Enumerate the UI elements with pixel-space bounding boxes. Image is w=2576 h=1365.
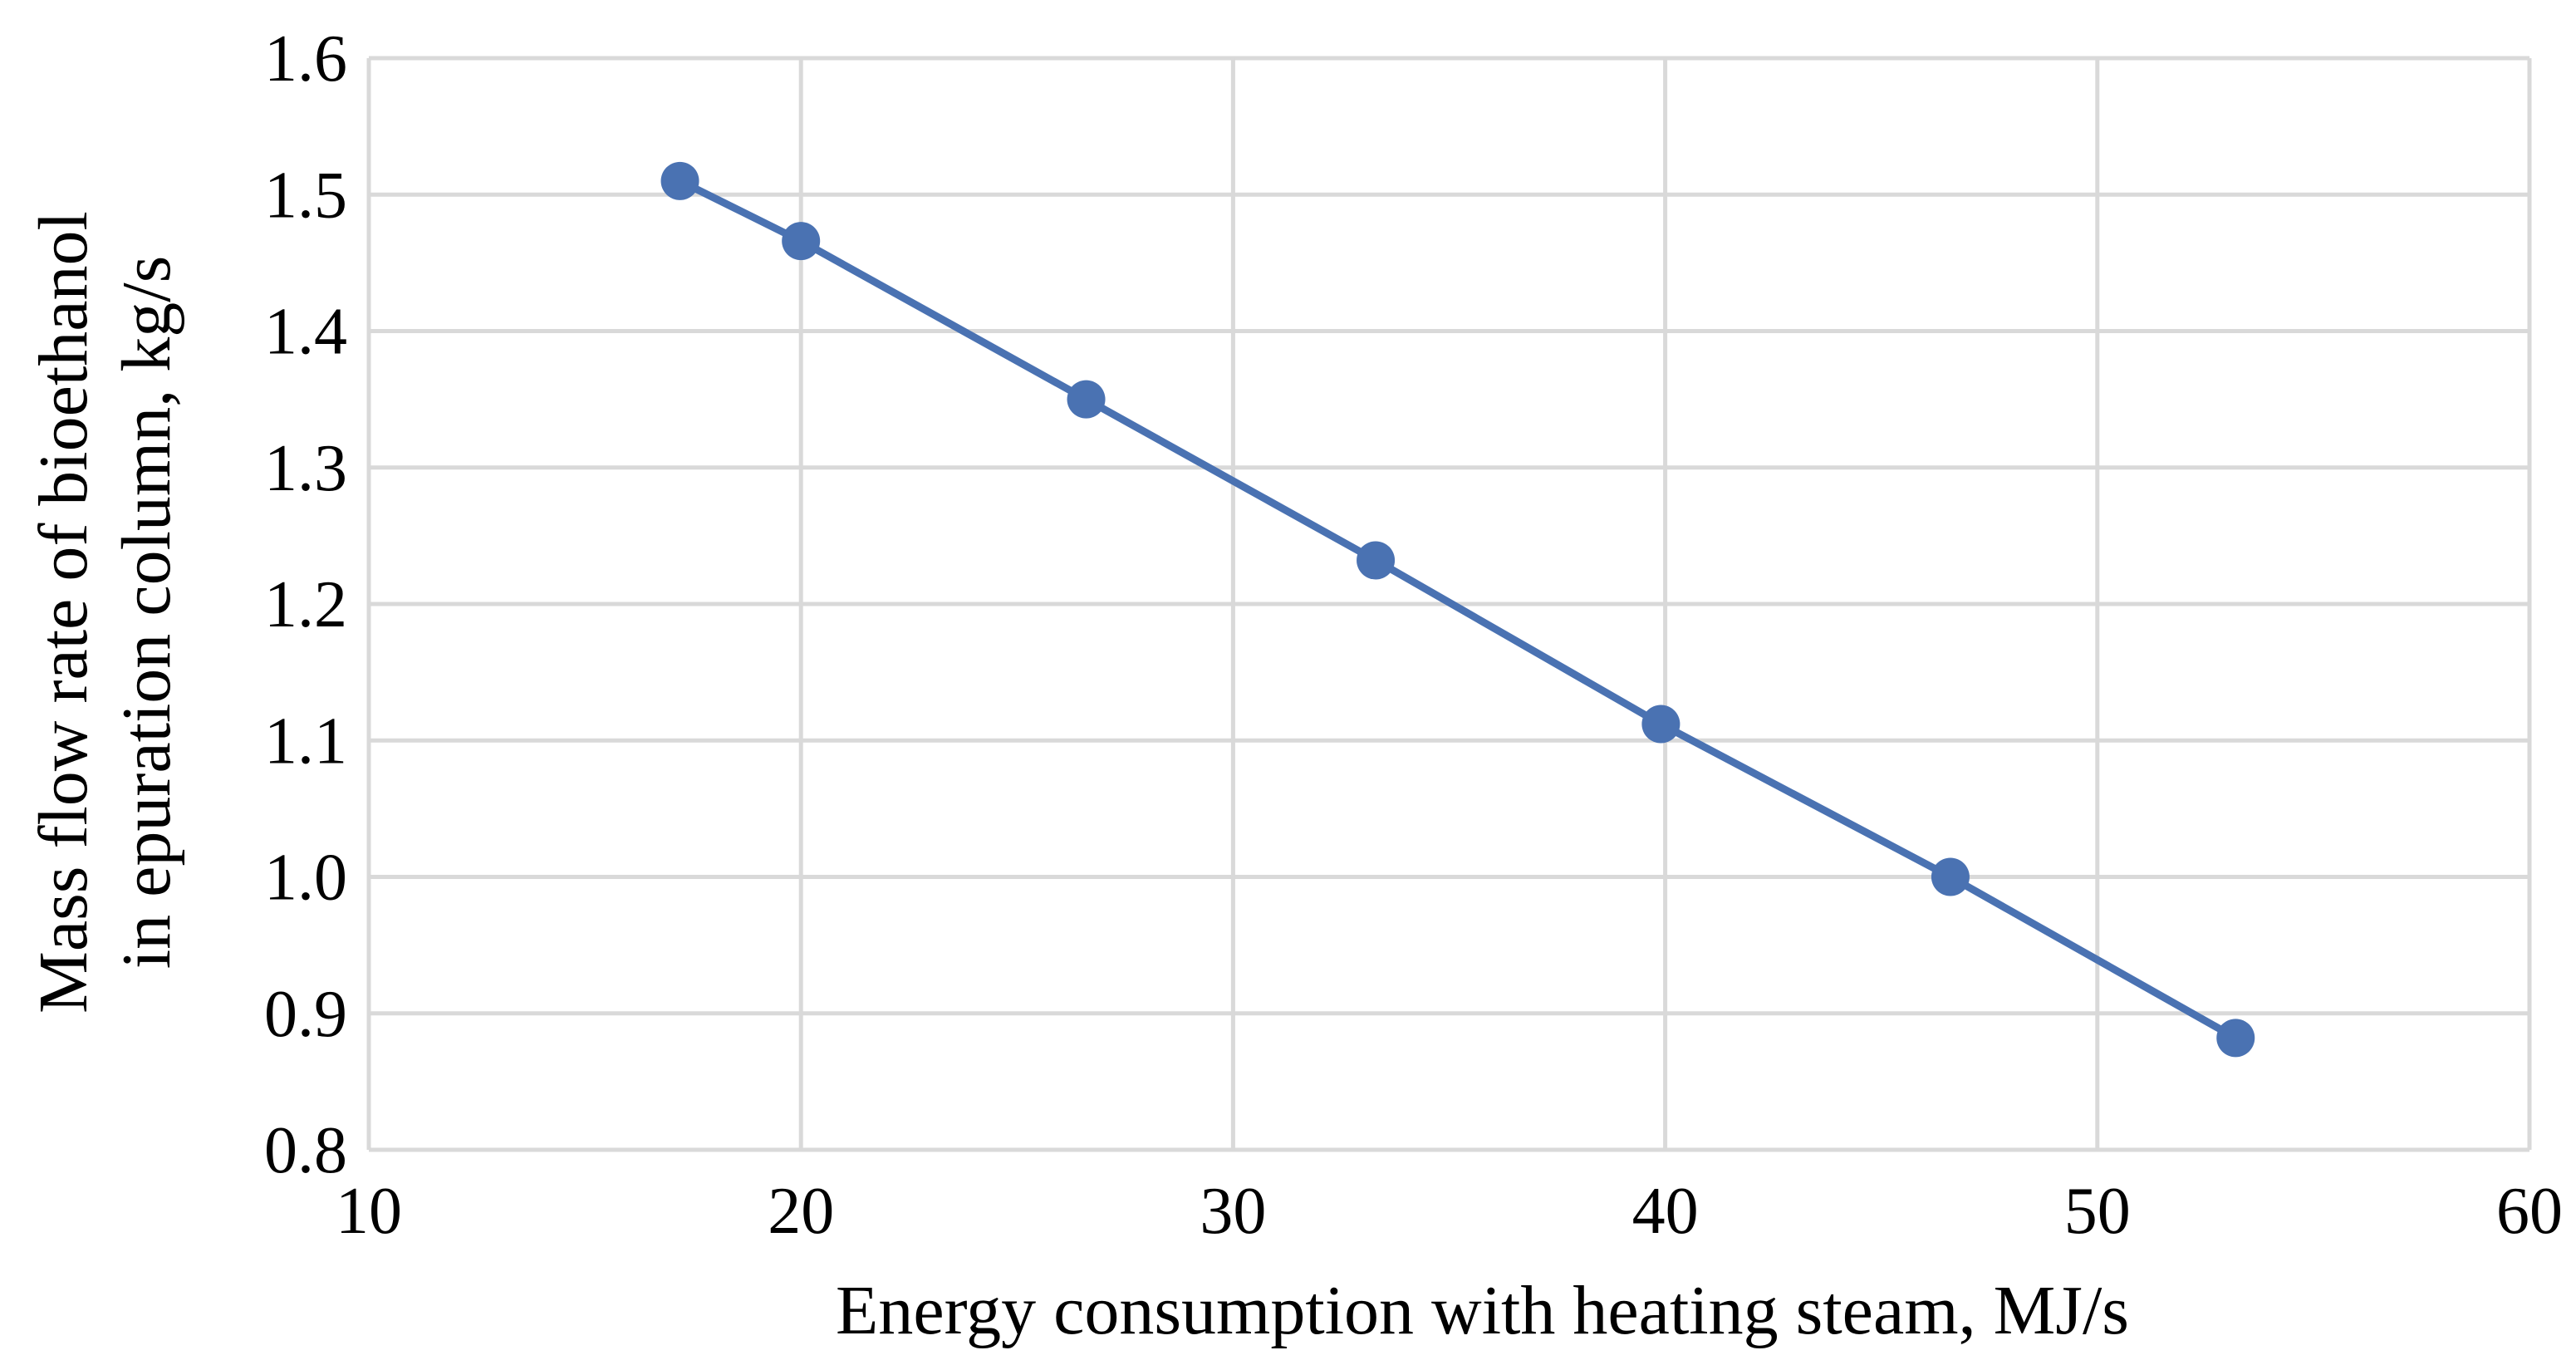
x-tick-label: 30 bbox=[1200, 1175, 1266, 1248]
x-tick-label: 40 bbox=[1632, 1175, 1699, 1248]
y-axis-title-line-1: Mass flow rate of bioethanol bbox=[25, 211, 102, 1014]
y-tick-label: 1.4 bbox=[264, 296, 347, 369]
x-tick-label: 10 bbox=[336, 1175, 402, 1248]
data-point bbox=[660, 161, 699, 200]
axis-titles: Energy consumption with heating steam, M… bbox=[25, 211, 2129, 1349]
x-tick-label: 50 bbox=[2064, 1175, 2131, 1248]
data-point bbox=[782, 222, 821, 261]
y-axis-title-line-2: in epuration column, kg/s bbox=[108, 256, 185, 970]
x-axis-title: Energy consumption with heating steam, M… bbox=[836, 1272, 2129, 1349]
data-point bbox=[2216, 1019, 2255, 1058]
data-point bbox=[1931, 857, 1970, 896]
y-tick-label: 0.9 bbox=[264, 978, 347, 1051]
y-tick-label: 1.0 bbox=[264, 842, 347, 915]
series-line bbox=[676, 177, 2240, 1042]
y-tick-label: 1.6 bbox=[264, 22, 347, 96]
x-tick-label: 60 bbox=[2496, 1175, 2563, 1248]
series bbox=[660, 161, 2255, 1058]
y-tick-label: 1.5 bbox=[264, 159, 347, 232]
data-point bbox=[1357, 541, 1396, 580]
tick-labels: 0.8 0.9 1.0 1.1 1.2 1.3 1.4 1.5 1.6 10 20 30 40 50 60 bbox=[264, 22, 2563, 1248]
y-tick-label: 1.2 bbox=[264, 568, 347, 641]
y-tick-label: 1.1 bbox=[264, 705, 347, 778]
data-point bbox=[1067, 380, 1106, 419]
data-point bbox=[1641, 705, 1681, 744]
y-tick-label: 1.3 bbox=[264, 432, 347, 505]
y-tick-label: 0.8 bbox=[264, 1114, 347, 1187]
x-tick-label: 20 bbox=[768, 1175, 834, 1248]
